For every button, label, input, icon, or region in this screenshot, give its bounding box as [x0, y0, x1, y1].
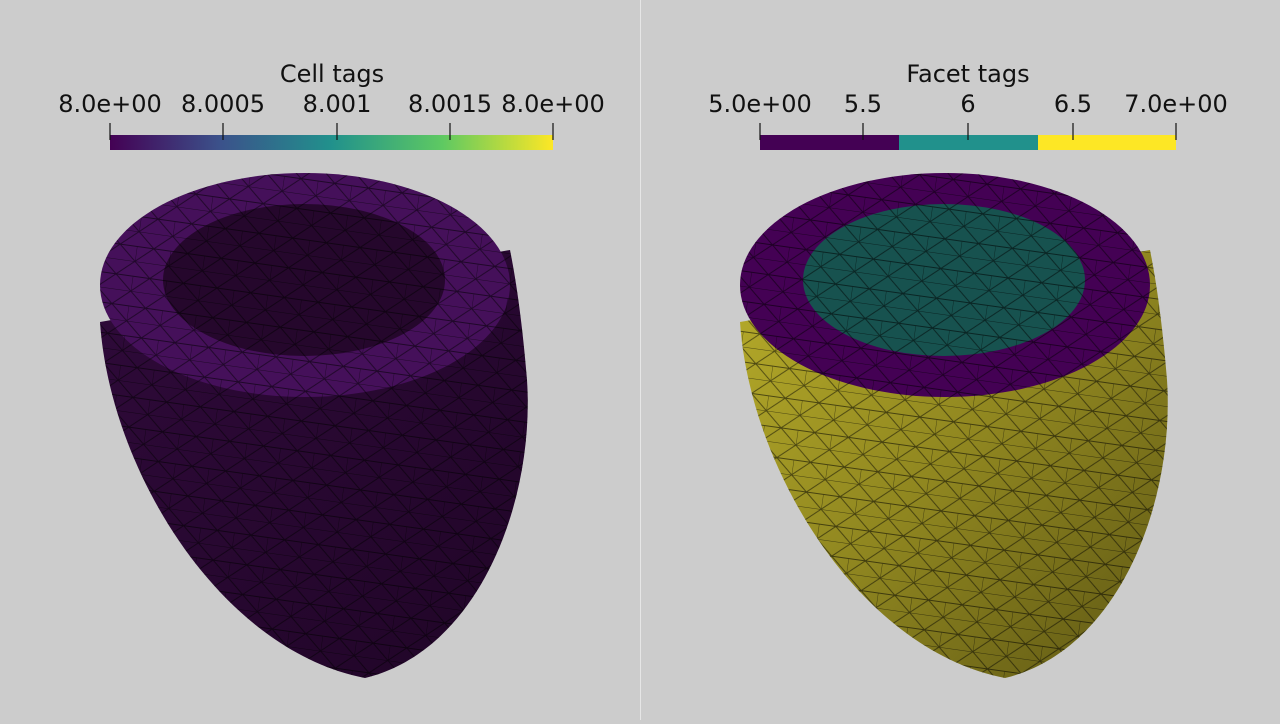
- left-panel: Cell tags 8.0e+00 8.0005 8.001 8.0015 8.…: [58, 60, 605, 678]
- tick-label: 8.001: [303, 90, 372, 118]
- colorbar-title: Facet tags: [906, 60, 1029, 88]
- tick-label: 5.0e+00: [708, 90, 812, 118]
- tick-label: 8.0005: [181, 90, 265, 118]
- colorbar-ticks: [759, 123, 1177, 140]
- mesh-cup: [100, 173, 528, 678]
- tick-label: 8.0015: [408, 90, 492, 118]
- colorbar-title: Cell tags: [280, 60, 384, 88]
- tick-label: 7.0e+00: [1124, 90, 1228, 118]
- tick-label: 8.0e+00: [58, 90, 162, 118]
- right-panel: Facet tags 5.0e+00 5.5 6 6.5 7.0e+00: [708, 60, 1228, 678]
- tick-label: 6.5: [1054, 90, 1092, 118]
- tick-label: 8.0e+00: [501, 90, 605, 118]
- tick-label: 5.5: [844, 90, 882, 118]
- colorbar-ticks: [109, 123, 554, 140]
- tick-label: 6: [960, 90, 975, 118]
- mesh-cup: [740, 173, 1168, 678]
- colorbar: [110, 135, 553, 150]
